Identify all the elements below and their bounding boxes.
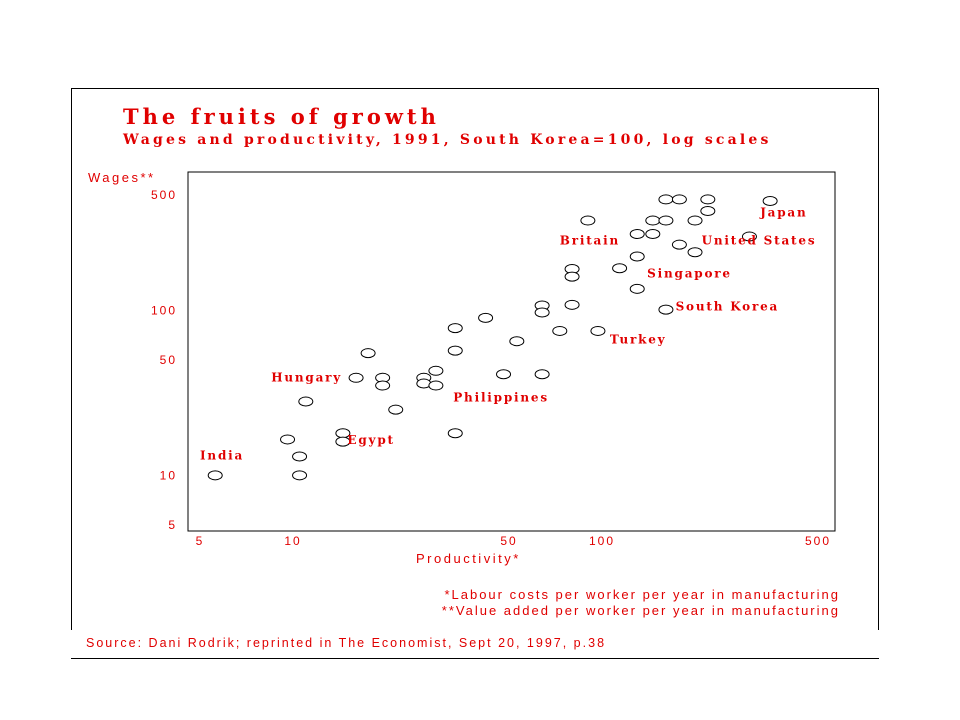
country-label: South Korea	[676, 299, 780, 313]
data-point	[687, 247, 703, 258]
data-point	[478, 312, 494, 323]
data-point	[534, 369, 550, 380]
country-label: Turkey	[610, 332, 667, 346]
footnote-labour-costs: *Labour costs per worker per year in man…	[444, 587, 840, 602]
data-point	[292, 451, 308, 462]
data-point	[496, 369, 512, 380]
country-label: Hungary	[271, 371, 342, 385]
data-point	[590, 325, 606, 336]
chart-frame	[71, 88, 879, 630]
x-tick-label: 500	[805, 534, 831, 548]
data-points	[207, 194, 778, 481]
data-point	[700, 194, 716, 205]
data-point	[388, 404, 404, 415]
data-point	[428, 380, 444, 391]
data-point	[564, 271, 580, 282]
data-point	[687, 215, 703, 226]
data-point	[612, 263, 628, 274]
data-point	[447, 323, 463, 334]
data-point	[428, 365, 444, 376]
y-tick-label: 5	[168, 518, 177, 532]
y-tick-label: 500	[151, 188, 177, 202]
data-point	[298, 396, 314, 407]
y-axis-label: Wages**	[88, 170, 156, 185]
country-label: Egypt	[347, 433, 394, 447]
data-point	[629, 229, 645, 240]
data-point	[671, 194, 687, 205]
x-tick-label: 100	[589, 534, 615, 548]
data-point	[671, 239, 687, 250]
data-point	[629, 283, 645, 294]
y-tick-label: 50	[160, 353, 177, 367]
data-point	[375, 380, 391, 391]
data-point	[292, 470, 308, 481]
country-label: Philippines	[453, 391, 549, 405]
chart-subtitle: Wages and productivity, 1991, South Kore…	[123, 132, 772, 148]
data-point	[645, 229, 661, 240]
data-point	[564, 299, 580, 310]
x-tick-label: 10	[284, 534, 301, 548]
data-point	[658, 304, 674, 315]
country-label: India	[200, 448, 244, 462]
country-label: United States	[702, 234, 817, 248]
data-point	[280, 434, 296, 445]
data-point	[552, 325, 568, 336]
data-point	[207, 470, 223, 481]
x-tick-label: 50	[500, 534, 517, 548]
data-point	[447, 428, 463, 439]
country-label: Singapore	[647, 267, 732, 281]
data-point	[658, 215, 674, 226]
country-label: Britain	[560, 234, 620, 248]
x-tick-label: 5	[196, 534, 205, 548]
data-point	[447, 345, 463, 356]
chart-title: The fruits of growth	[123, 104, 440, 129]
data-point	[534, 307, 550, 318]
axis-ticks: 5 10 50 100 500 5 10 50 100 500	[151, 188, 831, 548]
data-point	[741, 231, 757, 242]
data-point	[348, 372, 364, 383]
data-point	[335, 436, 351, 447]
data-point	[645, 215, 661, 226]
data-point	[700, 205, 716, 216]
data-point	[509, 336, 525, 347]
country-labels: Japan Britain United States Singapore South …	[200, 206, 817, 463]
data-point	[658, 194, 674, 205]
x-axis-label: Productivity*	[416, 551, 521, 566]
footnote-value-added: **Value added per worker per year in man…	[441, 603, 840, 618]
country-label: Japan	[759, 206, 807, 220]
y-tick-label: 100	[151, 303, 177, 317]
bottom-rule	[71, 658, 879, 659]
data-point	[629, 251, 645, 262]
source-citation: Source: Dani Rodrik; reprinted in The Ec…	[86, 636, 607, 650]
data-point	[360, 348, 376, 359]
data-point	[762, 195, 778, 206]
y-tick-label: 10	[160, 468, 177, 482]
data-point	[580, 215, 596, 226]
plot-area	[187, 171, 836, 532]
